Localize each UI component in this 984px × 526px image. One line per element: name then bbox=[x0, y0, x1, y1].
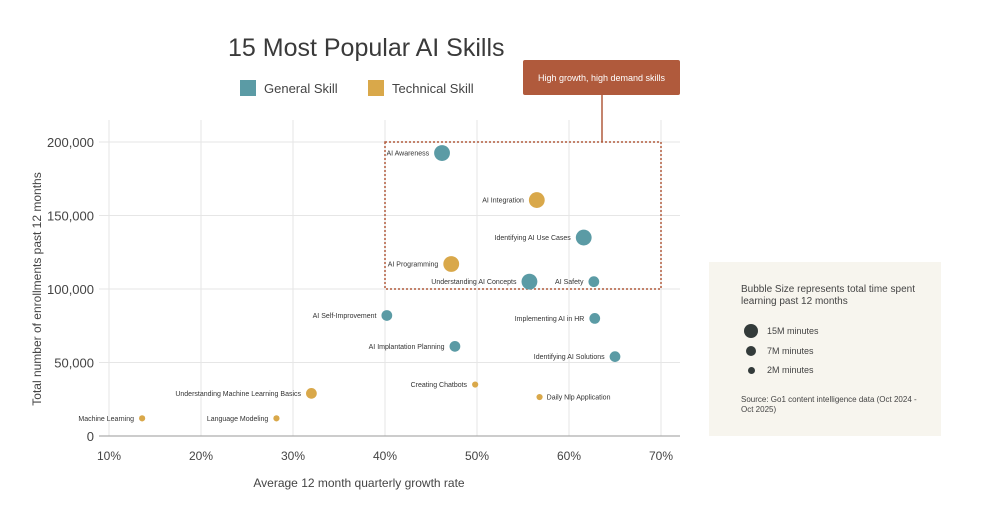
size-legend-panel: Bubble Size represents total time spent … bbox=[709, 262, 941, 436]
bubble-label: Identifying AI Use Cases bbox=[495, 235, 572, 242]
legend-label: General Skill bbox=[264, 80, 338, 96]
bubble-label: Identifying AI Solutions bbox=[534, 354, 605, 361]
highlight-region bbox=[384, 141, 662, 290]
legend-technical: Technical Skill bbox=[368, 80, 474, 96]
legend-swatch-technical bbox=[368, 80, 384, 96]
bubble-label: Machine Learning bbox=[78, 416, 134, 423]
y-tick-label: 50,000 bbox=[54, 356, 94, 371]
bubble bbox=[381, 310, 393, 321]
legend-general: General Skill bbox=[240, 80, 338, 96]
bubble-label: AI Implantation Planning bbox=[369, 344, 445, 351]
bubble-label: Understanding AI Concepts bbox=[431, 279, 517, 286]
bubble bbox=[306, 387, 317, 399]
bubble-label: AI Programming bbox=[388, 262, 439, 269]
x-axis-label: Average 12 month quarterly growth rate bbox=[253, 476, 465, 490]
highlight-callout: High growth, high demand skills bbox=[523, 60, 680, 95]
bubble-label: AI Integration bbox=[482, 198, 524, 205]
bubble-label: AI Self-Improvement bbox=[313, 313, 377, 320]
x-tick-label: 40% bbox=[373, 449, 397, 463]
bubble bbox=[588, 276, 600, 288]
source-note: Source: Go1 content intelligence data (O… bbox=[741, 395, 917, 414]
bubble bbox=[536, 393, 543, 401]
bubble-label: Creating Chatbots bbox=[411, 382, 468, 389]
bubble-label: Language Modeling bbox=[207, 416, 269, 423]
x-tick-label: 50% bbox=[465, 449, 489, 463]
bubble bbox=[273, 415, 280, 422]
bubble bbox=[139, 415, 146, 422]
bubble-size-icon bbox=[746, 346, 756, 356]
size-legend-item: 2M minutes bbox=[741, 365, 814, 375]
bubble bbox=[521, 273, 538, 290]
size-legend-item: 15M minutes bbox=[741, 324, 819, 338]
y-tick-label: 150,000 bbox=[47, 209, 94, 224]
bubble bbox=[472, 381, 479, 388]
bubble bbox=[449, 340, 461, 352]
x-tick-label: 60% bbox=[557, 449, 581, 463]
bubble-label: AI Safety bbox=[555, 279, 584, 286]
legend-label: Technical Skill bbox=[392, 80, 474, 96]
size-legend-title: Bubble Size represents total time spent … bbox=[741, 284, 915, 307]
x-tick-label: 10% bbox=[97, 449, 121, 463]
bubble-label: AI Awareness bbox=[386, 151, 429, 158]
bubble bbox=[609, 351, 621, 362]
size-label: 15M minutes bbox=[767, 326, 819, 336]
legend-swatch-general bbox=[240, 80, 256, 96]
y-tick-label: 0 bbox=[87, 429, 94, 444]
size-legend-item: 7M minutes bbox=[741, 346, 814, 356]
y-tick-label: 200,000 bbox=[47, 135, 94, 150]
size-label: 2M minutes bbox=[767, 365, 814, 375]
bubble-label: Understanding Machine Learning Basics bbox=[175, 391, 301, 398]
bubble-size-icon bbox=[747, 366, 755, 374]
bubble-size-icon bbox=[744, 324, 758, 338]
y-tick-label: 100,000 bbox=[47, 282, 94, 297]
x-tick-label: 30% bbox=[281, 449, 305, 463]
bubble bbox=[443, 256, 460, 272]
bubble bbox=[528, 192, 545, 208]
y-axis-label: Total number of enrollments past 12 mont… bbox=[30, 172, 44, 405]
bubble-label: Daily Nlp Application bbox=[547, 395, 611, 402]
bubble bbox=[434, 145, 450, 161]
x-tick-label: 70% bbox=[649, 449, 673, 463]
size-label: 7M minutes bbox=[767, 346, 814, 356]
x-tick-label: 20% bbox=[189, 449, 213, 463]
chart-title: 15 Most Popular AI Skills bbox=[228, 34, 505, 62]
bubble bbox=[589, 313, 601, 324]
bubble bbox=[575, 229, 592, 246]
bubble-label: Implementing AI in HR bbox=[515, 316, 585, 323]
